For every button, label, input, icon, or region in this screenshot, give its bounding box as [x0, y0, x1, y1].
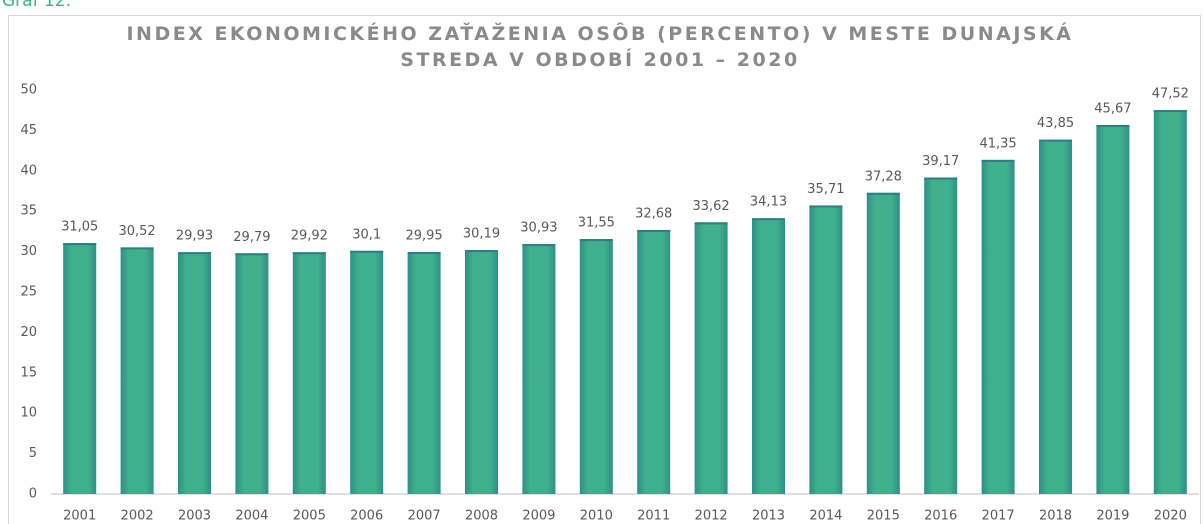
bar — [120, 247, 154, 494]
bar-cap — [924, 177, 958, 180]
bar-cap — [809, 205, 843, 208]
bar-cap — [579, 239, 613, 242]
value-label: 37,28 — [865, 169, 902, 184]
value-label: 43,85 — [1037, 116, 1074, 131]
value-label: 34,13 — [750, 195, 787, 210]
bar — [1039, 139, 1072, 494]
x-tick-label: 2006 — [350, 509, 383, 524]
bar — [292, 252, 326, 494]
x-tick-label: 2003 — [178, 509, 211, 524]
x-tick-label: 2004 — [235, 509, 268, 524]
bar — [63, 243, 97, 494]
value-label: 39,17 — [922, 154, 959, 169]
value-label: 33,62 — [692, 199, 729, 214]
y-tick-label: 50 — [20, 83, 37, 98]
value-label: 45,67 — [1094, 101, 1131, 116]
bar — [637, 229, 671, 494]
x-tick-label: 2018 — [1039, 509, 1072, 524]
bar-cap — [407, 252, 441, 255]
x-tick-label: 2005 — [293, 509, 326, 524]
x-tick-label: 2013 — [752, 509, 785, 524]
bar — [178, 252, 211, 494]
x-tick-label: 2020 — [1154, 509, 1187, 524]
bar — [924, 177, 958, 494]
value-label: 32,68 — [635, 206, 672, 221]
y-tick-label: 5 — [29, 446, 37, 461]
bar-cap — [694, 222, 728, 225]
bar — [1096, 124, 1130, 495]
bar — [752, 218, 785, 494]
bar-cap — [752, 218, 785, 221]
x-tick-label: 2007 — [408, 509, 441, 524]
x-tick-label: 2017 — [982, 509, 1015, 524]
bar — [522, 244, 556, 494]
bar-cap — [292, 252, 326, 255]
y-tick-label: 35 — [20, 204, 37, 219]
bar-cap — [1096, 124, 1130, 127]
y-tick-label: 15 — [20, 365, 37, 380]
bar — [866, 192, 900, 495]
bar-cap — [465, 250, 498, 253]
bar — [407, 252, 441, 494]
value-label: 30,19 — [463, 227, 500, 242]
x-tick-label: 2010 — [580, 509, 613, 524]
x-tick-label: 2012 — [695, 509, 728, 524]
y-tick-label: 30 — [20, 244, 37, 259]
y-tick-label: 0 — [29, 487, 37, 502]
value-label: 35,71 — [807, 182, 844, 197]
bar-cap — [350, 250, 384, 253]
value-label: 47,52 — [1152, 87, 1189, 102]
bar — [1153, 110, 1187, 495]
bar-cap — [637, 229, 671, 232]
value-label: 29,92 — [291, 229, 328, 244]
caption: Graf 12. — [2, 0, 72, 11]
value-label: 41,35 — [979, 136, 1016, 151]
y-tick-label: 40 — [20, 163, 37, 178]
y-tick-label: 25 — [20, 285, 37, 300]
y-tick-label: 10 — [20, 406, 37, 421]
value-label: 30,52 — [118, 224, 155, 239]
bar-cap — [866, 192, 900, 195]
x-tick-label: 2002 — [121, 509, 154, 524]
x-tick-label: 2019 — [1096, 509, 1129, 524]
bar-cap — [235, 253, 269, 256]
y-tick-label: 45 — [20, 123, 37, 138]
bar — [350, 250, 384, 494]
bar — [694, 222, 728, 494]
bar — [235, 253, 269, 494]
bar — [809, 205, 843, 494]
x-tick-label: 2016 — [924, 509, 957, 524]
bar — [579, 239, 613, 494]
value-label: 31,05 — [61, 220, 98, 235]
value-label: 29,79 — [233, 230, 270, 245]
y-tick-label: 20 — [20, 325, 37, 340]
bar-cap — [1153, 110, 1187, 113]
value-label: 30,1 — [352, 227, 381, 242]
x-tick-label: 2008 — [465, 509, 498, 524]
bar-cap — [1039, 139, 1072, 142]
value-label: 30,93 — [520, 221, 557, 236]
bar-cap — [178, 252, 211, 255]
x-tick-label: 2011 — [637, 509, 670, 524]
x-tick-label: 2014 — [809, 509, 842, 524]
bar-cap — [63, 243, 97, 246]
x-tick-label: 2009 — [522, 509, 555, 524]
chart-border — [8, 15, 1201, 524]
bar-cap — [981, 159, 1015, 162]
x-tick-label: 2001 — [63, 509, 96, 524]
value-label: 29,95 — [405, 229, 442, 244]
bar-cap — [522, 244, 556, 247]
value-label: 31,55 — [578, 216, 615, 231]
bar — [465, 250, 498, 494]
bar-cap — [120, 247, 154, 250]
x-tick-label: 2015 — [867, 509, 900, 524]
bar — [981, 159, 1015, 494]
chart-title: INDEX EKONOMICKÉHO ZAŤAŽENIA OSÔB (PERCE… — [126, 23, 1074, 71]
value-label: 29,93 — [176, 229, 213, 244]
